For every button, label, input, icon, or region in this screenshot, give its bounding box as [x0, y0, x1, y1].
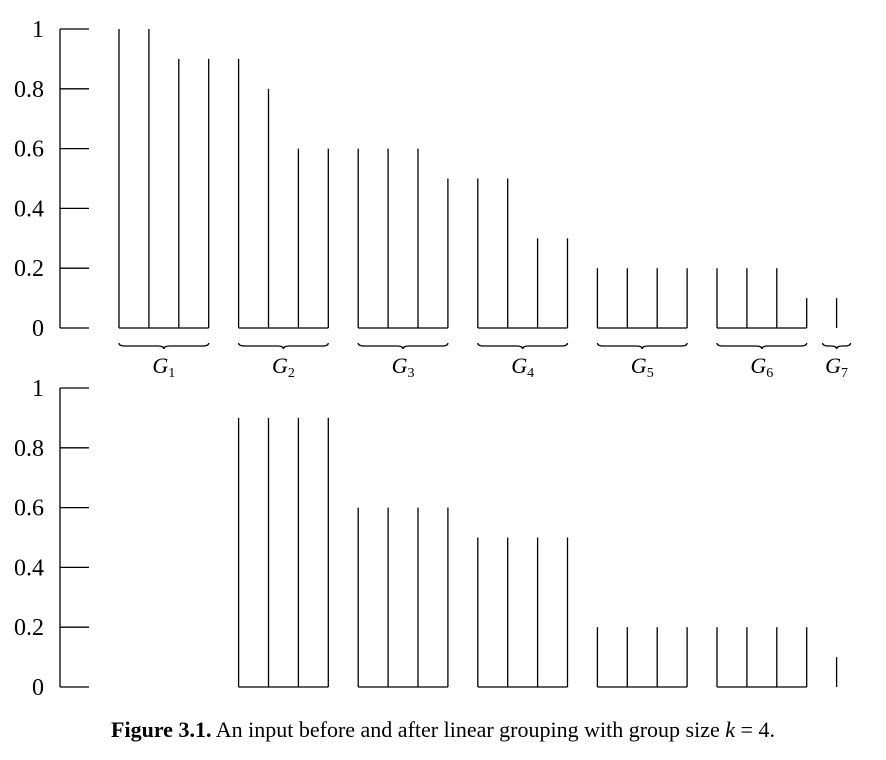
group-label: G2: [272, 353, 295, 381]
group-label: G6: [750, 353, 773, 381]
y-tick-label: 1: [32, 376, 44, 402]
group-brace: [716, 342, 808, 350]
chart-before-grouping: 0 0.2 0.4 0.6 0.8 1 G1 G2 G3 G4 G5 G6 G7: [14, 17, 852, 381]
y-tick-label: 1: [32, 17, 44, 43]
y-tick-label: 0: [32, 316, 44, 342]
y-tick-label: 0.2: [14, 256, 44, 282]
y-tick-label: 0.6: [14, 137, 44, 163]
group-brace: [118, 342, 210, 350]
group-brace: [237, 342, 329, 350]
y-tick-label: 0: [32, 675, 44, 701]
group-label: G7: [825, 353, 848, 381]
y-tick-label: 0.4: [14, 555, 44, 581]
group-brace: [357, 342, 449, 350]
y-tick-label: 0.6: [14, 496, 44, 522]
chart-after-grouping: 0 0.2 0.4 0.6 0.8 1: [14, 376, 838, 701]
y-tick-label: 0.2: [14, 615, 44, 641]
caption-text-after: = 4.: [735, 717, 775, 742]
group-brace: [821, 342, 852, 350]
group-brace: [477, 342, 569, 350]
y-tick-label: 0.4: [14, 196, 44, 222]
caption-text-before: An input before and after linear groupin…: [215, 717, 726, 742]
group-label: G3: [392, 353, 415, 381]
group-label: G4: [511, 353, 534, 381]
figure-caption: Figure 3.1. An input before and after li…: [0, 717, 886, 743]
group-brace: [596, 342, 688, 350]
y-tick-label: 0.8: [14, 436, 44, 462]
group-label: G5: [631, 353, 654, 381]
y-tick-label: 0.8: [14, 77, 44, 103]
caption-variable: k: [725, 717, 736, 742]
group-label: G1: [152, 353, 175, 381]
caption-label: Figure 3.1.: [111, 717, 212, 742]
